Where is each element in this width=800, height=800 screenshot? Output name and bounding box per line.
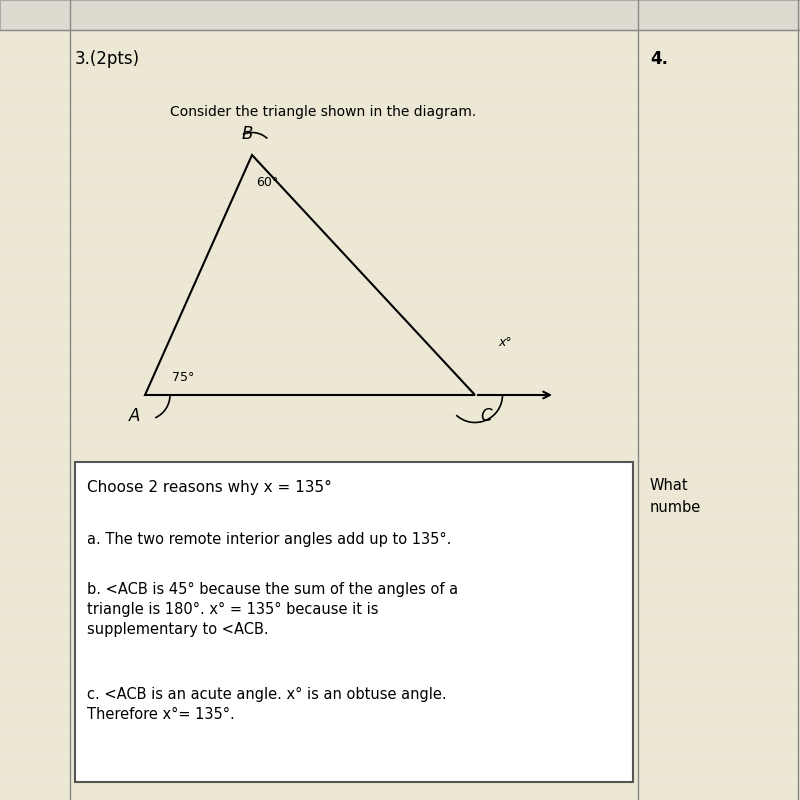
Text: 4.: 4.: [650, 50, 668, 68]
Text: Consider the triangle shown in the diagram.: Consider the triangle shown in the diagr…: [170, 105, 476, 119]
Text: C: C: [480, 407, 492, 425]
Bar: [0, 0, 800, 30]
Text: b. <ACB is 45° because the sum of the angles of a
triangle is 180°. x° = 135° be: b. <ACB is 45° because the sum of the an…: [87, 582, 458, 637]
Text: What: What: [650, 478, 689, 493]
Bar: [75, 462, 633, 782]
Text: A: A: [130, 407, 141, 425]
Text: c. <ACB is an acute angle. x° is an obtuse angle.
Therefore x°= 135°.: c. <ACB is an acute angle. x° is an obtu…: [87, 687, 446, 722]
Text: Choose 2 reasons why x = 135°: Choose 2 reasons why x = 135°: [87, 480, 332, 495]
Text: 60°: 60°: [257, 176, 279, 189]
Text: B: B: [242, 125, 253, 143]
Text: numbe: numbe: [650, 500, 702, 515]
Text: a. The two remote interior angles add up to 135°.: a. The two remote interior angles add up…: [87, 532, 451, 547]
Text: x°: x°: [498, 336, 512, 349]
Text: 75°: 75°: [172, 371, 194, 384]
Text: 3.(2pts): 3.(2pts): [75, 50, 140, 68]
